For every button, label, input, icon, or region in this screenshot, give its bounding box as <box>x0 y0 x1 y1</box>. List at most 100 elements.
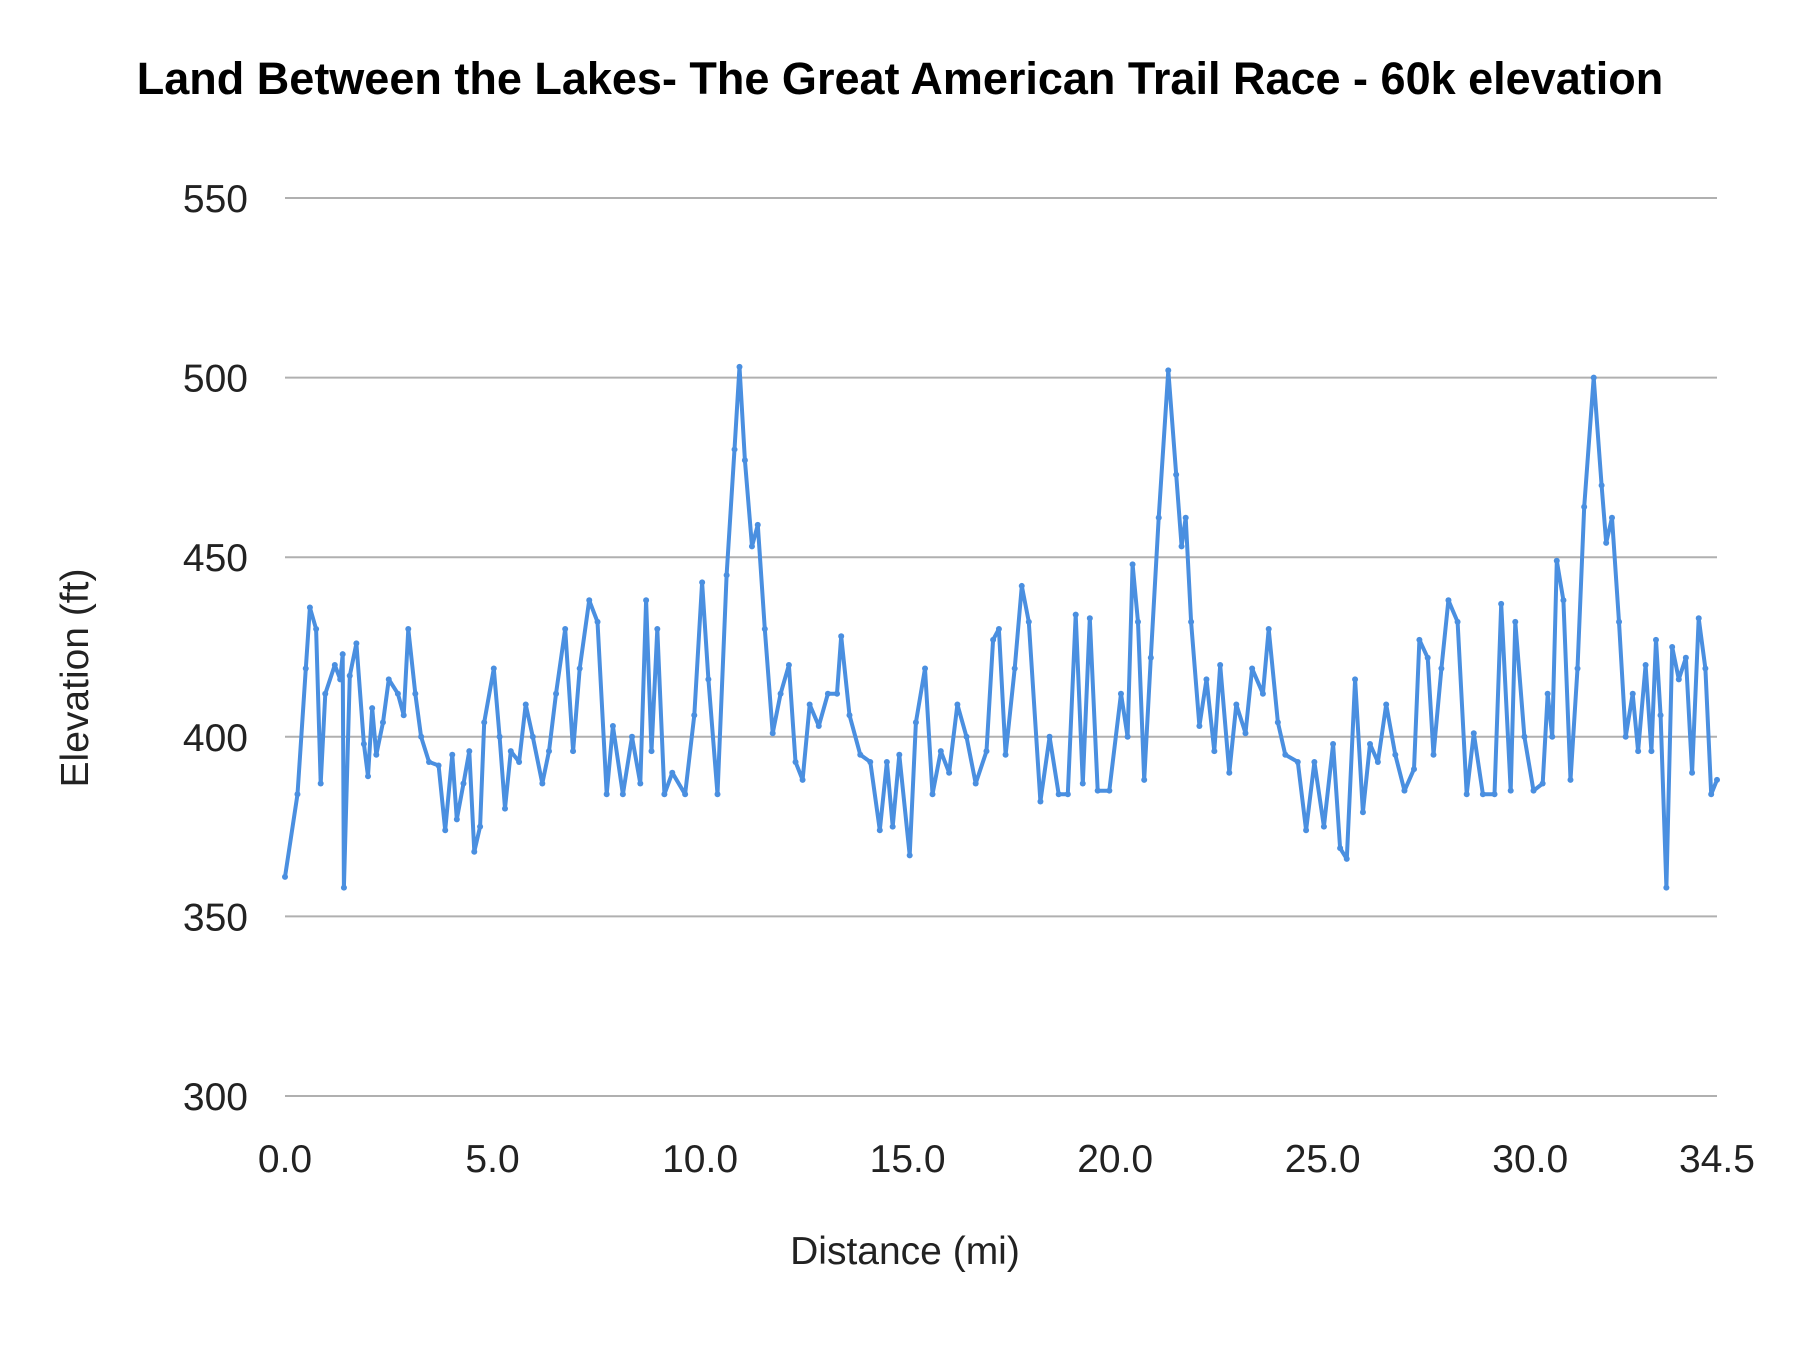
data-point <box>792 758 799 765</box>
data-point <box>699 579 706 586</box>
data-point <box>516 758 523 765</box>
data-point <box>946 769 953 776</box>
data-point <box>442 827 449 834</box>
data-point <box>481 719 488 726</box>
data-point <box>922 665 929 672</box>
data-point <box>815 723 822 730</box>
y-tick-label: 450 <box>183 537 248 580</box>
data-point <box>1590 374 1597 381</box>
data-point <box>353 640 360 647</box>
data-point <box>1259 690 1266 697</box>
data-point <box>1553 557 1560 564</box>
data-point <box>1392 751 1399 758</box>
data-point <box>1616 618 1623 625</box>
data-point <box>501 805 508 812</box>
data-point <box>748 543 755 550</box>
data-point <box>1374 758 1381 765</box>
y-tick-label: 550 <box>183 178 248 221</box>
data-point <box>453 816 460 823</box>
data-point <box>754 521 761 528</box>
data-point <box>777 690 784 697</box>
data-point <box>906 852 913 859</box>
data-point <box>1635 748 1642 755</box>
data-point <box>306 604 313 611</box>
data-point <box>1094 787 1101 794</box>
data-point <box>1491 791 1498 798</box>
data-point <box>1663 884 1670 891</box>
data-point <box>1196 723 1203 730</box>
data-point <box>405 626 412 633</box>
data-point <box>867 758 874 765</box>
data-point <box>1265 626 1272 633</box>
data-point <box>1055 791 1062 798</box>
data-point <box>529 733 536 740</box>
data-point <box>1702 665 1709 672</box>
y-tick-label: 400 <box>183 717 248 760</box>
data-point <box>1424 654 1431 661</box>
data-point <box>1530 787 1537 794</box>
data-point <box>682 791 689 798</box>
data-point <box>990 636 997 643</box>
y-tick-label: 350 <box>183 896 248 939</box>
data-point <box>1086 615 1093 622</box>
data-point <box>846 712 853 719</box>
data-point <box>1438 665 1445 672</box>
chart-title: Land Between the Lakes- The Great Americ… <box>137 53 1663 104</box>
data-point <box>1182 514 1189 521</box>
data-point <box>1117 690 1124 697</box>
data-point <box>418 733 425 740</box>
data-point <box>963 733 970 740</box>
data-point <box>629 733 636 740</box>
data-point <box>654 626 661 633</box>
data-point <box>313 626 320 633</box>
data-point <box>691 712 698 719</box>
data-point <box>876 827 883 834</box>
data-point <box>322 690 329 697</box>
data-point <box>1682 654 1689 661</box>
data-point <box>471 848 478 855</box>
data-point <box>1282 751 1289 758</box>
data-point <box>661 791 668 798</box>
data-point <box>317 780 324 787</box>
data-point <box>1018 582 1025 589</box>
data-point <box>1642 661 1649 668</box>
x-tick-label: 0.0 <box>258 1138 312 1181</box>
data-point <box>1652 636 1659 643</box>
data-point <box>1211 748 1218 755</box>
data-point <box>339 651 346 658</box>
data-point <box>1226 769 1233 776</box>
data-point <box>1507 787 1514 794</box>
data-point <box>435 762 442 769</box>
data-point <box>1669 644 1676 650</box>
data-point <box>1188 618 1195 625</box>
data-point <box>643 597 650 604</box>
data-point <box>365 773 372 780</box>
data-point <box>1470 730 1477 737</box>
data-point <box>619 791 626 798</box>
data-point <box>785 661 792 668</box>
data-point <box>553 690 560 697</box>
data-point <box>507 748 514 755</box>
data-point <box>1330 740 1337 747</box>
data-point <box>346 672 353 679</box>
data-point <box>1249 665 1256 672</box>
data-point <box>1629 690 1636 697</box>
data-point <box>1124 733 1131 740</box>
data-point <box>1242 730 1249 737</box>
data-point <box>1416 636 1423 643</box>
data-point <box>586 597 593 604</box>
data-point <box>1002 751 1009 758</box>
data-point <box>1695 615 1702 622</box>
data-point <box>1622 733 1629 740</box>
x-tick-label: 25.0 <box>1285 1138 1361 1181</box>
data-point <box>1079 780 1086 787</box>
y-tick-label: 500 <box>183 358 248 401</box>
data-point <box>522 701 529 708</box>
data-point <box>426 758 433 765</box>
data-point <box>648 748 655 755</box>
data-point <box>379 719 386 726</box>
data-point <box>824 690 831 697</box>
y-tick-label: 300 <box>183 1076 248 1119</box>
data-point <box>394 690 401 697</box>
data-point <box>539 780 546 787</box>
